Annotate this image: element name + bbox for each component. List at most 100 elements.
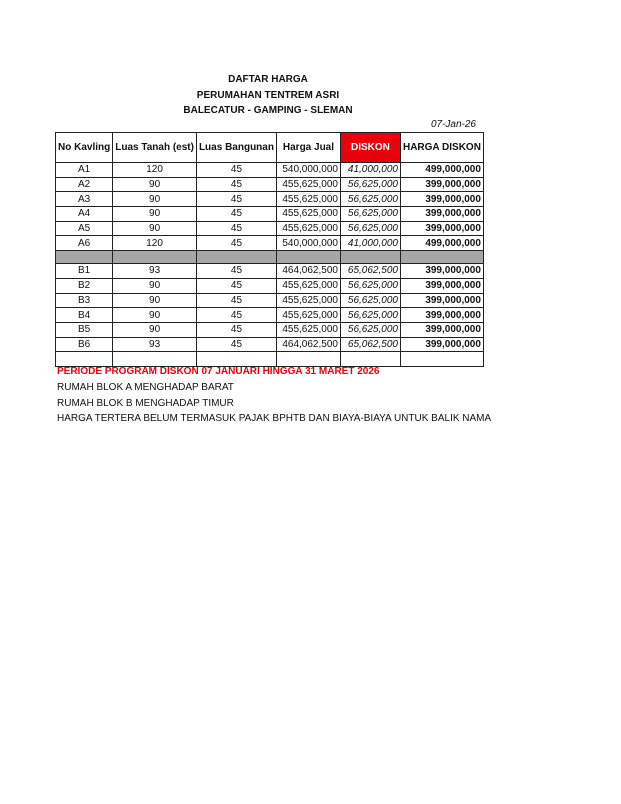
- table-cell: 540,000,000: [275, 235, 341, 252]
- table-cell: 464,062,500: [275, 263, 341, 279]
- table-cell: 45: [195, 235, 277, 252]
- table-cell: 455,625,000: [275, 220, 341, 237]
- table-cell: 41,000,000: [339, 235, 401, 252]
- table-cell: [195, 250, 277, 265]
- doc-location: BALECATUR - GAMPING - SLEMAN: [183, 105, 353, 116]
- table-cell: 56,625,000: [339, 191, 401, 208]
- separator-row: [54, 250, 484, 265]
- table-cell: [339, 250, 401, 265]
- table-row: A1 120 45 540,000,000 41,000,000 499,000,000: [54, 162, 484, 178]
- table-cell: A2: [54, 176, 114, 193]
- table-cell: 120: [112, 235, 197, 252]
- table-cell: 399,000,000: [399, 336, 484, 353]
- table-cell: 499,000,000: [399, 235, 484, 252]
- table-cell: B1: [54, 263, 114, 279]
- table-cell: [112, 351, 197, 368]
- table-cell: 65,062,500: [339, 263, 401, 279]
- table-header: No Kavling Luas Tanah (est) Luas Bangunan H…: [54, 132, 484, 163]
- table-cell: 90: [112, 220, 197, 237]
- table-cell: 455,625,000: [275, 321, 341, 338]
- empty-row: [54, 351, 484, 368]
- table-cell: 540,000,000: [275, 162, 341, 178]
- table-cell: 90: [112, 191, 197, 208]
- table-cell: 45: [195, 263, 277, 279]
- table-cell: 499,000,000: [399, 162, 484, 178]
- table-cell: 56,625,000: [339, 206, 401, 222]
- table-cell: 90: [112, 321, 197, 338]
- block-a-note: RUMAH BLOK A MENGHADAP BARAT: [57, 382, 234, 393]
- table-cell: 56,625,000: [339, 321, 401, 338]
- column-header: No Kavling: [54, 132, 114, 163]
- table-cell: A5: [54, 220, 114, 237]
- table-cell: A6: [54, 235, 114, 252]
- table-row: B5 90 45 455,625,000 56,625,000 399,000,000: [54, 321, 484, 338]
- table-row: A5 90 45 455,625,000 56,625,000 399,000,000: [54, 220, 484, 237]
- table-cell: 45: [195, 162, 277, 178]
- table-cell: B3: [54, 292, 114, 309]
- table-cell: 93: [112, 336, 197, 353]
- table-cell: 455,625,000: [275, 307, 341, 323]
- table-cell: 455,625,000: [275, 292, 341, 309]
- table-cell: B2: [54, 277, 114, 294]
- table-cell: 399,000,000: [399, 263, 484, 279]
- table-cell: 464,062,500: [275, 336, 341, 353]
- table-cell: 455,625,000: [275, 191, 341, 208]
- table-cell: 90: [112, 206, 197, 222]
- table-cell: 65,062,500: [339, 336, 401, 353]
- table-row: A6 120 45 540,000,000 41,000,000 499,000,000: [54, 235, 484, 252]
- table-row: B1 93 45 464,062,500 65,062,500 399,000,000: [54, 263, 484, 279]
- doc-date: 07-Jan-26: [430, 119, 476, 130]
- table-cell: [399, 250, 484, 265]
- table-cell: 455,625,000: [275, 277, 341, 294]
- table-cell: 45: [195, 336, 277, 353]
- table-cell: 93: [112, 263, 197, 279]
- column-header: Luas Tanah (est): [112, 132, 197, 163]
- table-cell: [275, 250, 341, 265]
- table-row: B3 90 45 455,625,000 56,625,000 399,000,000: [54, 292, 484, 309]
- table-cell: 45: [195, 206, 277, 222]
- table-cell: A3: [54, 191, 114, 208]
- table-cell: A4: [54, 206, 114, 222]
- table-cell: 90: [112, 292, 197, 309]
- table-cell: 399,000,000: [399, 277, 484, 294]
- block-b-note: RUMAH BLOK B MENGHADAP TIMUR: [57, 398, 234, 409]
- column-header: Harga Jual: [275, 132, 341, 163]
- table-row: B6 93 45 464,062,500 65,062,500 399,000,000: [54, 336, 484, 353]
- table-cell: 56,625,000: [339, 292, 401, 309]
- column-header: HARGA DISKON: [399, 132, 484, 163]
- table-row: A4 90 45 455,625,000 56,625,000 399,000,000: [54, 206, 484, 222]
- table-cell: 399,000,000: [399, 206, 484, 222]
- table-cell: [54, 250, 114, 265]
- table-row: B2 90 45 455,625,000 56,625,000 399,000,000: [54, 277, 484, 294]
- table-cell: 399,000,000: [399, 191, 484, 208]
- table-cell: 90: [112, 277, 197, 294]
- doc-subtitle: PERUMAHAN TENTREM ASRI: [196, 90, 340, 101]
- table-cell: [275, 351, 341, 368]
- table-cell: 45: [195, 321, 277, 338]
- table-cell: [399, 351, 484, 368]
- table-cell: 90: [112, 176, 197, 193]
- tax-note: HARGA TERTERA BELUM TERMASUK PAJAK BPHTB…: [57, 413, 492, 424]
- price-table: No Kavling Luas Tanah (est) Luas Bangunan H…: [54, 132, 484, 368]
- table-cell: 45: [195, 277, 277, 294]
- discount-period-note: PERIODE PROGRAM DISKON 07 JANUARI HINGGA…: [57, 366, 380, 377]
- table-cell: 56,625,000: [339, 277, 401, 294]
- table-cell: 45: [195, 307, 277, 323]
- table-cell: [195, 351, 277, 368]
- doc-title: DAFTAR HARGA: [228, 74, 308, 85]
- table-cell: 399,000,000: [399, 220, 484, 237]
- table-cell: 41,000,000: [339, 162, 401, 178]
- table-cell: [112, 250, 197, 265]
- table-cell: 399,000,000: [399, 321, 484, 338]
- table-cell: 56,625,000: [339, 220, 401, 237]
- table-cell: 399,000,000: [399, 292, 484, 309]
- table-cell: 455,625,000: [275, 206, 341, 222]
- table-cell: 45: [195, 191, 277, 208]
- table-cell: 56,625,000: [339, 176, 401, 193]
- table-cell: 455,625,000: [275, 176, 341, 193]
- table-cell: B5: [54, 321, 114, 338]
- table-cell: 399,000,000: [399, 176, 484, 193]
- table-cell: 45: [195, 292, 277, 309]
- table-cell: 120: [112, 162, 197, 178]
- table-row: B4 90 45 455,625,000 56,625,000 399,000,000: [54, 307, 484, 323]
